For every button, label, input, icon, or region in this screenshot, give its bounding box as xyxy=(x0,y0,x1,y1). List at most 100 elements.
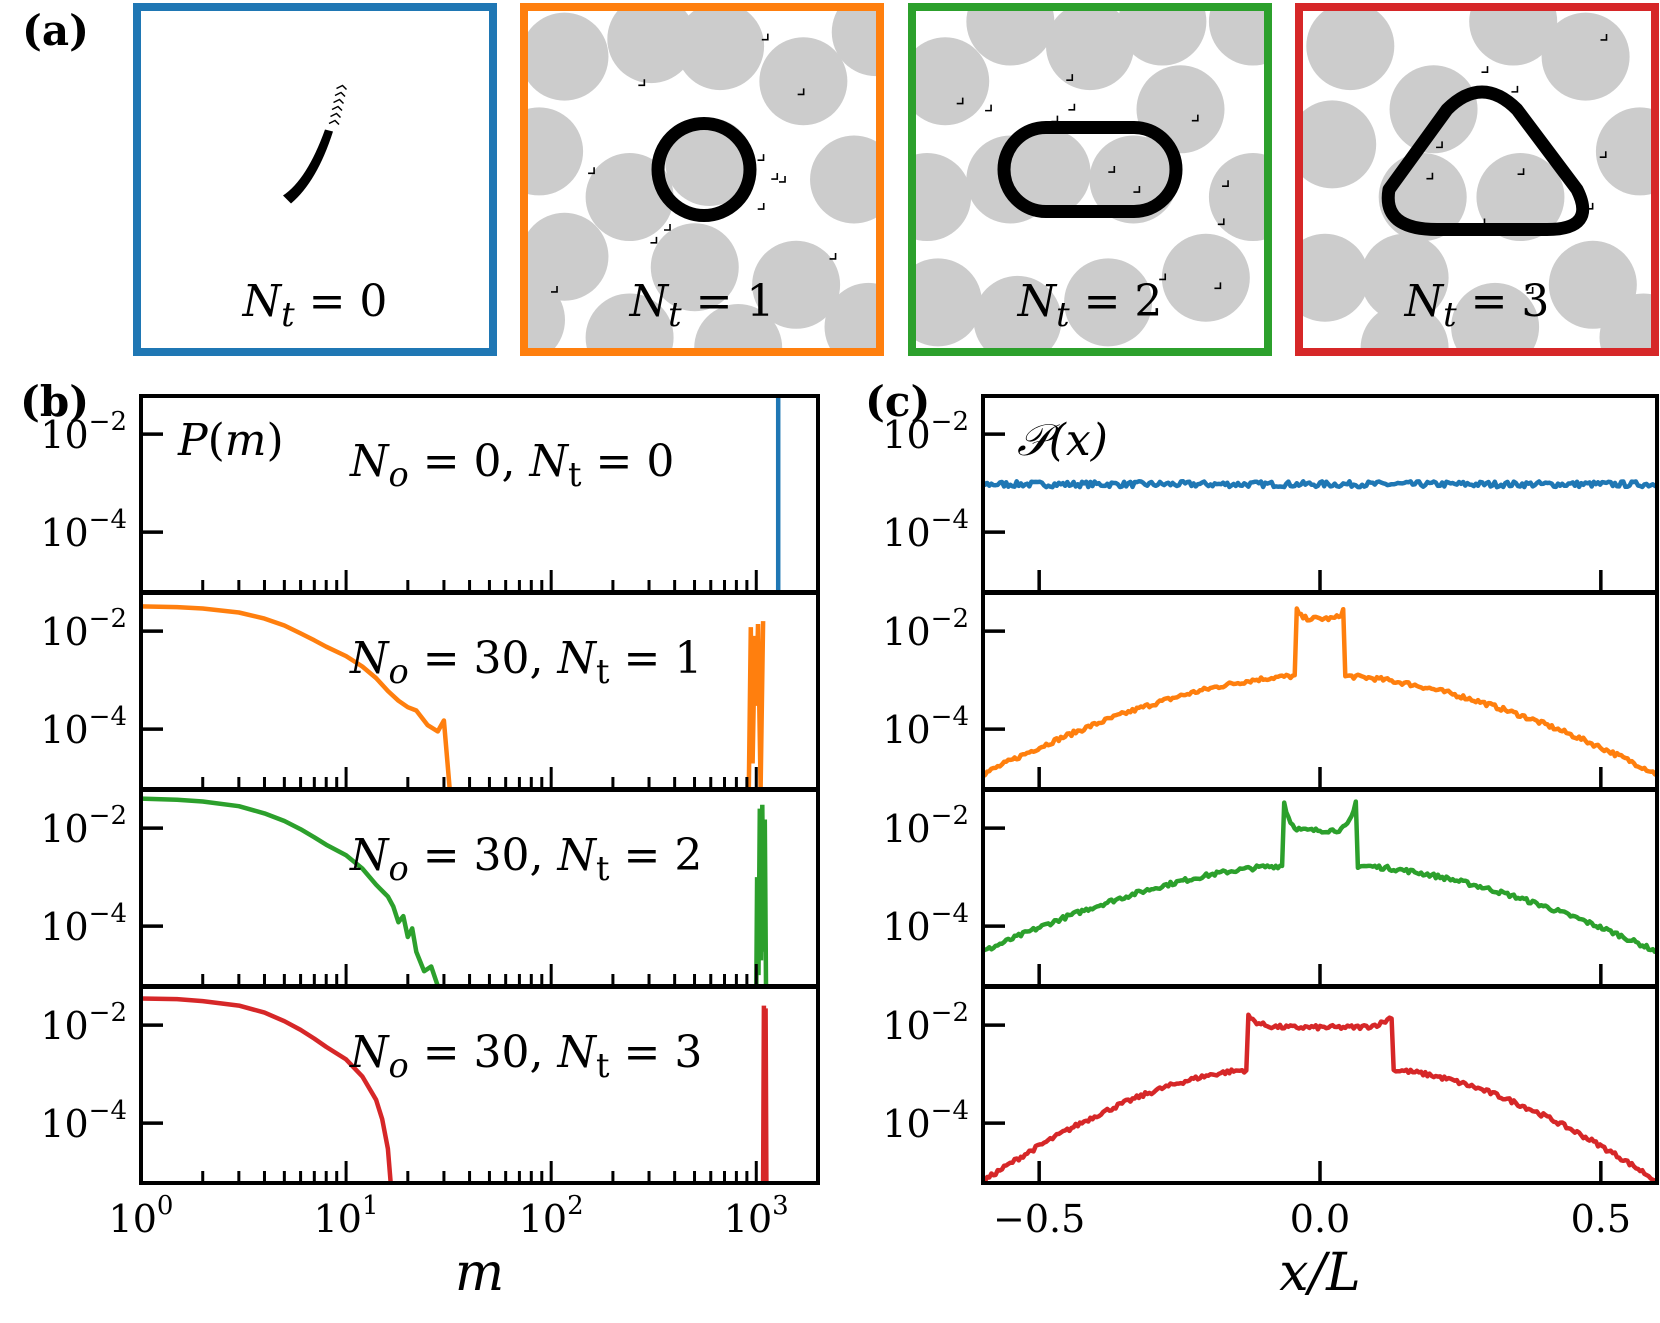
px-series-0 xyxy=(983,479,1657,490)
particle-mark xyxy=(328,119,340,126)
particle-mark xyxy=(1481,66,1489,73)
px-series-1 xyxy=(983,606,1657,779)
particle-mark xyxy=(779,175,786,183)
series-annotation: No = 0, Nt = 0 xyxy=(349,436,674,494)
x-tick-label: −0.5 xyxy=(993,1197,1085,1241)
pm-spike xyxy=(760,1005,769,1183)
pm-curve xyxy=(141,996,393,1183)
particle-mark xyxy=(757,203,765,210)
y-tick-label: 10−2 xyxy=(40,407,127,457)
config-frame-green xyxy=(908,3,1272,356)
obstacle-disk xyxy=(585,153,674,242)
panel-label-c: (c) xyxy=(865,377,930,426)
particle-mark xyxy=(638,79,646,87)
particle-mark xyxy=(1511,85,1519,93)
x-tick-label: 100 xyxy=(109,1191,174,1241)
x-axis-label: m xyxy=(455,1243,504,1303)
particle-mark xyxy=(1108,166,1116,173)
particle-mark xyxy=(1599,151,1607,159)
particle-mark xyxy=(1068,103,1076,111)
obstacle-disk xyxy=(527,212,609,301)
particle-mark xyxy=(334,91,346,98)
particle-mark xyxy=(1191,114,1199,122)
particle-mark xyxy=(985,104,992,112)
obstacle-disk xyxy=(1469,6,1558,66)
y-tick-label: 10−2 xyxy=(882,604,969,654)
orbit-ring xyxy=(997,121,1183,218)
particle-mark xyxy=(761,33,769,41)
px-curve xyxy=(983,606,1657,779)
obstacle-disk xyxy=(1595,107,1657,196)
panel-a: Nt = 0 Nt = 1 Nt = 2 Nt = 3 xyxy=(133,3,1659,356)
pm-axes-frame xyxy=(139,591,820,791)
pm-series-1 xyxy=(141,604,766,789)
y-tick-label: 10−4 xyxy=(40,505,127,555)
particle-mark xyxy=(829,252,837,260)
particle-mark xyxy=(588,167,595,175)
px-axes-frame xyxy=(981,591,1659,791)
panel-c: 10−2 10−4 10−2 10−4 10−2 10−4 10−2 10−4 𝒫(x) −0.5… xyxy=(882,394,1659,1303)
y-tick-label: 10−2 xyxy=(882,801,969,851)
obstacle-disk xyxy=(694,303,783,354)
cluster-trail xyxy=(283,129,333,204)
px-series-2 xyxy=(983,799,1657,955)
obstacle-disk xyxy=(915,37,990,126)
particle-mark xyxy=(956,97,964,105)
panel-label-a: (a) xyxy=(22,6,89,55)
particle-mark xyxy=(551,285,558,293)
panel-b: 10−2 10−4 No = 0, Nt = 0 10−2 10−4 No = 30, N… xyxy=(40,394,820,1303)
obstacle-disk xyxy=(759,37,848,126)
config-panel-3 xyxy=(1302,6,1657,354)
px-series-3 xyxy=(983,1012,1657,1183)
x-axis-label: x/L xyxy=(1279,1243,1360,1303)
px-axes-frame xyxy=(981,985,1659,1185)
y-tick-label: 10−4 xyxy=(882,505,969,555)
series-annotation: No = 30, Nt = 1 xyxy=(349,633,702,691)
pm-curve xyxy=(141,796,440,986)
config-frame-red xyxy=(1295,3,1659,356)
pm-axes-frame xyxy=(139,985,820,1185)
obstacle-disk xyxy=(676,6,765,91)
particle-mark xyxy=(330,112,342,119)
px-axes-frame xyxy=(981,788,1659,988)
obstacle-disk xyxy=(650,223,739,312)
px-curve xyxy=(983,479,1657,490)
obstacle-disk xyxy=(1302,233,1369,322)
particle-mark xyxy=(1222,180,1229,187)
obstacle-disk xyxy=(1064,258,1153,347)
pm-axis-annotation: P(m) xyxy=(177,415,284,466)
y-tick-label: 10−4 xyxy=(40,702,127,752)
config-panel-1 xyxy=(527,6,882,354)
orbit-ring xyxy=(651,117,757,222)
config-frame-orange xyxy=(520,3,884,356)
y-tick-label: 10−4 xyxy=(40,899,127,949)
particle-mark xyxy=(331,105,343,112)
obstacle-disk xyxy=(1389,65,1478,154)
y-tick-label: 10−2 xyxy=(882,998,969,1048)
nt-label: Nt = 3 xyxy=(1404,276,1550,334)
particle-mark xyxy=(1051,115,1059,123)
pm-curve xyxy=(141,604,452,789)
obstacle-disk xyxy=(752,240,841,329)
x-tick-label: 0.5 xyxy=(1571,1197,1631,1241)
y-tick-label: 10−2 xyxy=(40,801,127,851)
panel-label-b: (b) xyxy=(20,377,89,426)
particle-mark xyxy=(336,84,348,91)
obstacle-disk xyxy=(1451,282,1540,354)
y-tick-label: 10−2 xyxy=(40,604,127,654)
obstacle-disk xyxy=(1208,6,1270,66)
obstacle-disk xyxy=(1208,153,1270,242)
obstacle-disk xyxy=(1476,153,1565,242)
particle-mark xyxy=(797,88,805,96)
obstacle-disk xyxy=(527,12,609,101)
pm-series-3 xyxy=(141,996,769,1183)
obstacle-disk xyxy=(810,135,882,224)
particle-mark xyxy=(1436,141,1443,149)
particle-mark xyxy=(1526,286,1534,294)
config-panel-0 xyxy=(283,84,348,204)
px-axis-annotation: 𝒫(x) xyxy=(1017,415,1108,466)
nt-label: Nt = 2 xyxy=(1017,276,1163,334)
particle-mark xyxy=(1133,186,1141,193)
obstacle-disk xyxy=(966,6,1055,66)
